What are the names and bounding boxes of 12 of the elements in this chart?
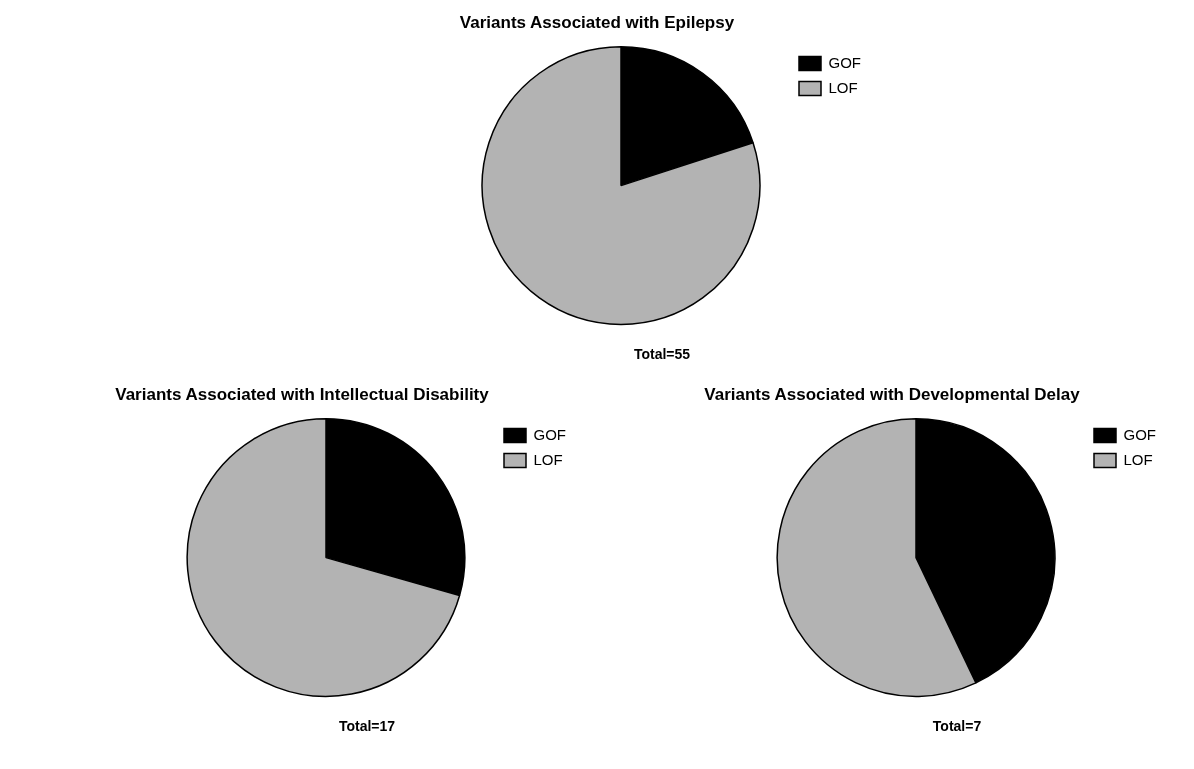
legend-label: LOF xyxy=(1123,450,1153,468)
text: Total=17 xyxy=(338,718,396,735)
legend-label: GOF xyxy=(533,425,566,443)
legend-label: LOF xyxy=(533,450,563,468)
text: Total=55 xyxy=(633,346,691,363)
chart-title: Variants Associated with Epilepsy xyxy=(458,12,736,34)
legend-label: GOF xyxy=(1123,425,1156,443)
chart-title: Variants Associated with Developmental Delay xyxy=(703,384,1081,406)
text: Total=7 xyxy=(932,718,982,735)
legend-label: LOF xyxy=(828,78,858,96)
legend-label: GOF xyxy=(828,53,861,71)
chart-title: Variants Associated with Intellectual Disability xyxy=(114,384,490,406)
